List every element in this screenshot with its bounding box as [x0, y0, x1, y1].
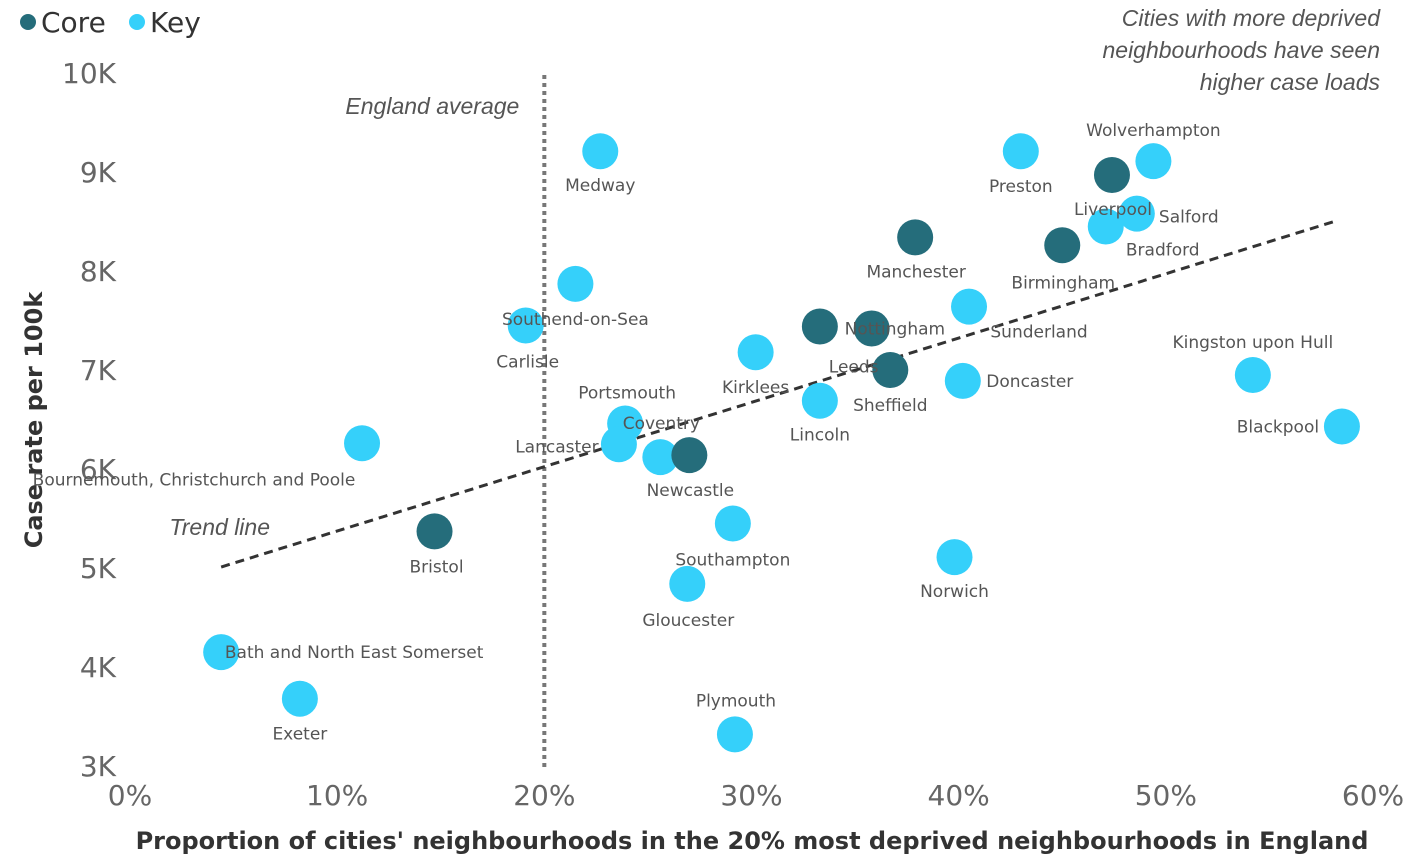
x-tick-label: 60% — [1342, 779, 1404, 812]
point — [416, 513, 453, 550]
point — [557, 265, 594, 302]
x-tick-label: 10% — [306, 779, 368, 812]
y-tick-label: 10K — [62, 57, 117, 90]
point-label: Gloucester — [642, 611, 734, 631]
point — [671, 437, 708, 474]
trend-label: Trend line — [169, 514, 270, 540]
point — [944, 362, 981, 399]
point-label: Leeds — [829, 357, 879, 377]
point — [801, 308, 838, 345]
x-tick-label: 50% — [1135, 779, 1197, 812]
point — [1002, 133, 1039, 170]
point — [600, 426, 637, 463]
point-label: Birmingham — [1011, 273, 1115, 293]
point-label: Exeter — [272, 725, 327, 745]
point — [716, 716, 753, 753]
point-label: Preston — [989, 177, 1053, 197]
point-label: Kirklees — [722, 378, 789, 398]
point-label: Coventry — [623, 414, 700, 434]
x-axis-title: Proportion of cities' neighbourhoods in … — [136, 827, 1369, 855]
point-label: Carlisle — [496, 352, 559, 372]
annotation: neighbourhoods have seen — [1102, 37, 1380, 63]
point — [872, 352, 909, 389]
point — [1323, 408, 1360, 445]
point-label: Lincoln — [790, 426, 850, 446]
legend-label: Core — [41, 6, 106, 39]
point-label: Newcastle — [647, 481, 735, 501]
point — [344, 425, 381, 462]
point — [897, 219, 934, 256]
point-label: Bath and North East Somerset — [225, 643, 484, 663]
point — [281, 680, 318, 717]
point-label: Medway — [565, 176, 635, 196]
legend-label: Key — [150, 6, 201, 39]
point-label: Liverpool — [1074, 200, 1152, 220]
legend-marker — [20, 14, 36, 30]
point-label: Portsmouth — [578, 383, 676, 403]
point-label: Bournemouth, Christchurch and Poole — [33, 470, 356, 490]
point — [1135, 143, 1172, 180]
point-label: Kingston upon Hull — [1172, 333, 1333, 353]
point — [642, 439, 679, 476]
y-tick-label: 6K — [80, 453, 117, 486]
point — [203, 634, 240, 671]
point — [1234, 356, 1271, 393]
point — [714, 505, 751, 542]
point-label: Southend-on-Sea — [502, 310, 649, 330]
point — [936, 539, 973, 576]
reference-label: England average — [345, 93, 519, 119]
x-tick-label: 20% — [513, 779, 575, 812]
point-label: Plymouth — [696, 691, 776, 711]
point — [582, 133, 619, 170]
point — [853, 310, 890, 347]
point — [1087, 208, 1124, 245]
point-label: Norwich — [920, 582, 989, 602]
annotation: Cities with more deprived — [1122, 5, 1381, 31]
point — [801, 382, 838, 419]
point-label: Bradford — [1126, 240, 1200, 260]
point — [669, 565, 706, 602]
point — [1093, 156, 1130, 193]
legend-marker — [129, 14, 145, 30]
point-label: Sheffield — [853, 396, 927, 416]
y-tick-label: 8K — [80, 255, 117, 288]
point — [951, 288, 988, 325]
annotation: higher case loads — [1200, 69, 1381, 95]
y-axis-title: Case rate per 100k — [20, 291, 48, 549]
x-tick-label: 40% — [928, 779, 990, 812]
point-label: Manchester — [866, 262, 965, 282]
point-label: Salford — [1159, 208, 1219, 228]
point-label: Blackpool — [1237, 417, 1319, 437]
y-tick-label: 7K — [80, 354, 117, 387]
point — [507, 307, 544, 344]
y-tick-label: 9K — [80, 156, 117, 189]
y-tick-label: 4K — [80, 651, 117, 684]
point — [1044, 227, 1081, 264]
point — [737, 334, 774, 371]
point-label: Wolverhampton — [1086, 121, 1221, 141]
y-tick-label: 3K — [80, 750, 117, 783]
point-label: Sunderland — [990, 323, 1087, 343]
point — [1118, 195, 1155, 232]
point-label: Southampton — [675, 550, 790, 570]
x-tick-label: 30% — [720, 779, 782, 812]
point-label: Nottingham — [845, 319, 946, 339]
point-label: Doncaster — [986, 372, 1073, 392]
point-label: Bristol — [410, 557, 464, 577]
point-label: Lancaster — [515, 437, 598, 457]
y-tick-label: 5K — [80, 552, 117, 585]
x-tick-label: 0% — [108, 779, 152, 812]
